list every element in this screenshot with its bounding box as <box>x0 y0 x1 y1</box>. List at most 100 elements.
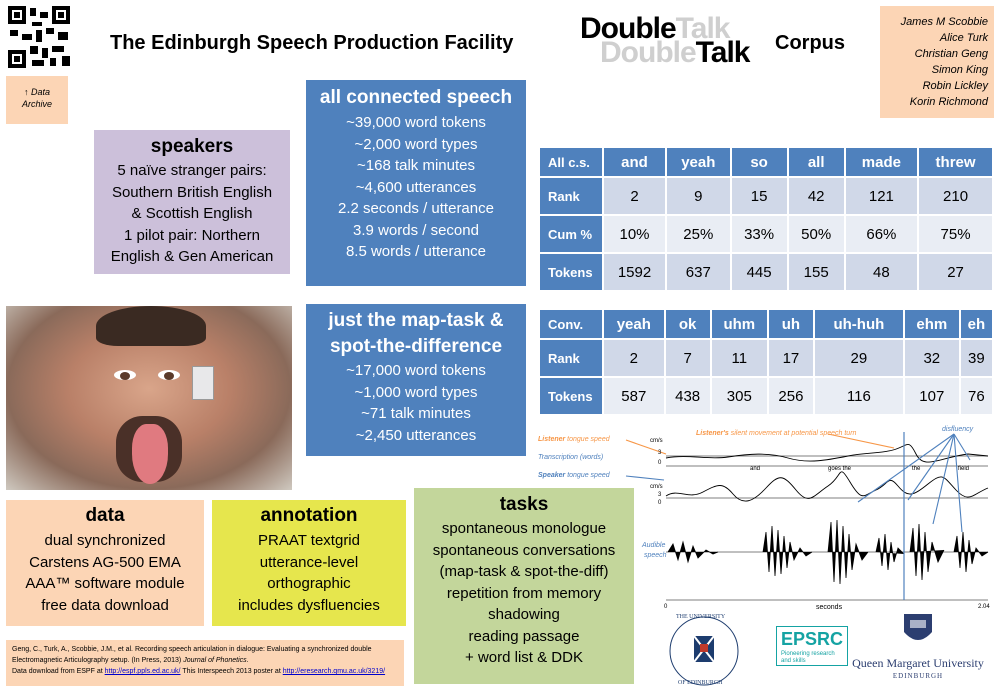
qmu-city: EDINBURGH <box>892 672 944 680</box>
author: Simon King <box>931 64 988 76</box>
qr-code[interactable] <box>8 6 70 68</box>
data-archive-label-1: Data <box>31 87 51 97</box>
table-row: Tokens 1592 637 445 155 48 27 <box>538 252 994 292</box>
table-header-cell: uhm <box>709 308 769 340</box>
table-cell: 256 <box>766 376 815 416</box>
stat-line: ~4,600 utterances <box>355 178 477 196</box>
table-cell: 11 <box>709 338 769 378</box>
speakers-box: speakers 5 naïve stranger pairs: Souther… <box>94 130 290 274</box>
doubletalk-logo: DoubleTalk DoubleTalk <box>578 8 768 69</box>
table-cell: 32 <box>902 338 961 378</box>
reference-box: Geng, C., Turk, A., Scobbie, J.M., et al… <box>6 640 404 686</box>
table-cell: 25% <box>665 214 732 254</box>
row-label: Cum % <box>538 214 604 254</box>
stat-line: ~2,450 utterances <box>355 426 477 444</box>
word-frequency-table-all: All c.s. and yeah so all made threw Rank… <box>538 146 994 292</box>
qmu-logo: Queen Margaret University EDINBURGH <box>836 610 1000 690</box>
corpus-label: Corpus <box>775 32 845 54</box>
stat-line: ~1,000 word types <box>354 383 478 401</box>
articulation-figure-svg <box>625 432 989 601</box>
row-label: Rank <box>538 338 604 378</box>
logo-talk-faint: Talk <box>675 12 731 45</box>
table-row: Cum % 10% 25% 33% 50% 66% 75% <box>538 214 994 254</box>
epsrc-text: EPSRC <box>781 629 844 649</box>
table-cell: 15 <box>729 176 789 216</box>
edinburgh-text-top: THE UNIVERSITY <box>676 614 726 620</box>
annotation-line: orthographic <box>267 575 351 592</box>
listener-speed-label: Listener tongue speed <box>538 436 610 443</box>
table-cell: 75% <box>917 214 994 254</box>
speakers-line: English & Gen American <box>110 248 274 265</box>
table-cell: 66% <box>843 214 920 254</box>
espf-link[interactable]: http://espf.ppls.ed.ac.uk/ <box>104 668 181 675</box>
table-header-cell: ok <box>663 308 712 340</box>
table-header-cell: Conv. <box>538 308 604 340</box>
x-axis-start: 0 <box>664 604 668 610</box>
data-line: free data download <box>41 596 169 614</box>
tick-label: 0 <box>658 500 662 506</box>
stat-line: ~39,000 word tokens <box>346 114 486 131</box>
row-label: Tokens <box>538 376 604 416</box>
table-header-cell: ehm <box>902 308 961 340</box>
table-cell: 76 <box>958 376 995 416</box>
logo-talk-bold: Talk <box>695 36 751 69</box>
poster-title: The Edinburgh Speech Production Facility <box>110 32 514 54</box>
task-line: + word list & DDK <box>465 649 583 666</box>
reference-line: Data download from ESPF at http://espf.p… <box>12 668 386 675</box>
table-header-cell: yeah <box>665 146 732 178</box>
table-cell: 29 <box>812 338 905 378</box>
author: James M Scobbie <box>900 16 988 28</box>
word-label: and <box>750 466 761 472</box>
word-label: field <box>958 466 970 472</box>
table-row: Rank 2 7 11 17 29 32 39 <box>538 338 995 378</box>
unit-label: cm/s <box>650 484 663 490</box>
data-box: data dual synchronized Carstens AG-500 E… <box>6 500 204 626</box>
table-cell: 116 <box>812 376 905 416</box>
annotation-line: PRAAT textgrid <box>258 532 360 549</box>
data-title: data <box>85 505 125 526</box>
logo-double-faint: Double <box>600 36 697 69</box>
annotation-line: utterance-level <box>259 553 359 571</box>
word-frequency-table-conv: Conv. yeah ok uhm uh uh-huh ehm eh Rank … <box>538 308 995 416</box>
speakers-line: & Scottish English <box>131 205 253 222</box>
qmu-crest-icon <box>904 614 932 640</box>
speech-label: speech <box>644 552 667 559</box>
table-header-cell: eh <box>958 308 995 340</box>
eresearch-link[interactable]: http://eresearch.qmu.ac.uk/3219/ <box>282 668 386 675</box>
all-connected-title: all connected speech <box>319 87 513 108</box>
map-task-title-1: just the map-task & <box>328 310 504 331</box>
map-task-title-2: spot-the-difference <box>329 336 503 357</box>
row-label: Tokens <box>538 252 604 292</box>
author: Robin Lickley <box>922 80 988 92</box>
edinburgh-crest-icon <box>669 616 739 686</box>
table-header-cell: and <box>601 146 668 178</box>
table-cell: 438 <box>663 376 712 416</box>
table-cell: 9 <box>665 176 732 216</box>
table-cell: 445 <box>729 252 789 292</box>
stat-line: ~168 talk minutes <box>357 157 475 174</box>
table-header-cell: All c.s. <box>538 146 604 178</box>
table-cell: 305 <box>709 376 769 416</box>
epsrc-logo: EPSRC Pioneering research and skills <box>776 626 848 666</box>
table-cell: 42 <box>786 176 846 216</box>
all-connected-speech-box: all connected speech ~39,000 word tokens… <box>306 80 526 286</box>
data-line: Carstens AG-500 EMA <box>29 553 181 571</box>
table-row: Rank 2 9 15 42 121 210 <box>538 176 994 216</box>
table-cell: 1592 <box>601 252 668 292</box>
audible-label: Audible <box>642 542 666 549</box>
tick-label: 3 <box>658 492 662 498</box>
participant-photo <box>6 306 292 490</box>
author: Korin Richmond <box>909 96 988 108</box>
table-cell: 587 <box>602 376 666 416</box>
map-task-box: just the map-task & spot-the-difference … <box>306 304 526 456</box>
data-archive-link[interactable]: ↑ Data Archive <box>6 76 68 124</box>
data-line: dual synchronized <box>44 532 166 549</box>
annotation-title: annotation <box>260 505 358 526</box>
stat-line: ~71 talk minutes <box>361 405 471 422</box>
reference-line: Geng, C., Turk, A., Scobbie, J.M., et al… <box>12 646 372 653</box>
table-cell: 17 <box>766 338 815 378</box>
word-label: goes the <box>828 466 852 472</box>
unit-label: cm/s <box>650 438 663 444</box>
data-line: AAA™ software module <box>25 575 185 592</box>
speakers-title: speakers <box>150 136 234 157</box>
